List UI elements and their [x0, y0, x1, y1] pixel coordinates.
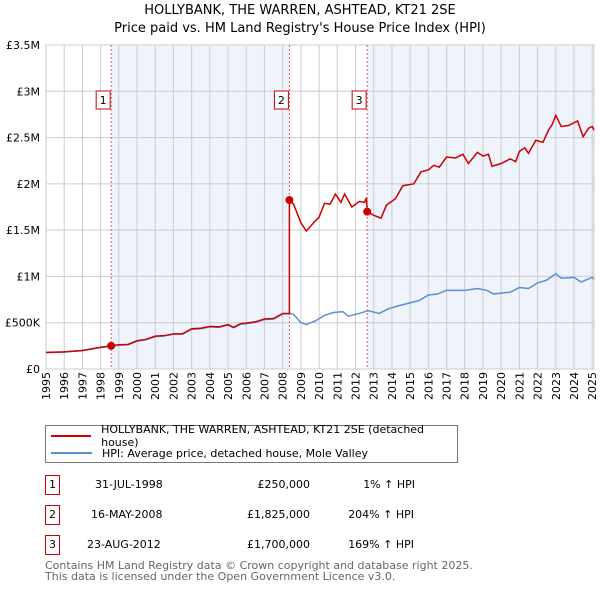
legend-swatch-property: [51, 435, 92, 437]
sale-point: [107, 341, 116, 350]
x-tick-label: 2024: [568, 372, 581, 400]
footer-licence: This data is licensed under the Open Gov…: [45, 570, 396, 583]
x-tick-label: 2002: [167, 372, 180, 400]
sale-price: £250,000: [257, 478, 311, 491]
shaded-range: [367, 45, 594, 369]
chart-title: HOLLYBANK, THE WARREN, ASHTEAD, KT21 2SE: [144, 3, 456, 18]
y-tick-label: £2M: [17, 178, 41, 191]
sale-price: £1,700,000: [247, 538, 310, 551]
sale-date: 31-JUL-1998: [95, 478, 163, 491]
x-tick-label: 2016: [422, 372, 435, 400]
sale-label: 1: [100, 94, 107, 107]
legend-label: HOLLYBANK, THE WARREN, ASHTEAD, KT21 2SE…: [101, 423, 425, 449]
sale-label-box: [351, 90, 367, 110]
sale-label-box: [95, 90, 111, 110]
x-tick-label: 2006: [240, 372, 253, 400]
x-tick-label: 2014: [386, 372, 399, 400]
sale-point: [285, 196, 294, 205]
x-tick-label: 2012: [350, 372, 363, 400]
legend-item-property: HOLLYBANK, THE WARREN, ASHTEAD, KT21 2SE…: [51, 423, 457, 449]
x-tick-label: 2019: [477, 372, 490, 400]
x-tick-label: 2004: [204, 372, 217, 400]
x-tick-label: 2001: [149, 372, 162, 400]
y-tick-label: £3M: [17, 85, 41, 98]
x-tick-label: 1996: [58, 372, 71, 400]
x-tick-label: 2011: [331, 372, 344, 400]
x-tick-label: 2009: [295, 372, 308, 400]
sale-hpi: 169% ↑ HPI: [348, 538, 414, 551]
series-line-property: [45, 113, 595, 354]
sale-price: £1,825,000: [247, 508, 310, 521]
footer: Contains HM Land Registry data © Crown c…: [45, 560, 473, 582]
y-tick-label: £1.5M: [6, 224, 40, 237]
sale-row: 2 16-MAY-2008 £1,825,000 204% ↑ HPI: [45, 505, 465, 525]
x-tick-label: 1995: [40, 372, 53, 400]
x-tick-label: 1998: [95, 372, 108, 400]
y-tick-label: £1M: [17, 270, 41, 283]
x-tick-label: 2000: [131, 372, 144, 400]
x-tick-label: 2020: [495, 372, 508, 400]
sale-point: [363, 207, 372, 216]
x-tick-label: 2010: [313, 372, 326, 400]
x-tick-label: 2008: [277, 372, 290, 400]
sale-date: 23-AUG-2012: [87, 538, 161, 551]
sale-hpi: 204% ↑ HPI: [348, 508, 414, 521]
legend-label: HPI: Average price, detached house, Mole…: [102, 446, 368, 460]
footer-copyright: Contains HM Land Registry data © Crown c…: [45, 559, 473, 572]
x-tick-label: 2015: [404, 372, 417, 400]
sale-number-badge: 1: [45, 475, 60, 495]
sale-date: 16-MAY-2008: [91, 508, 163, 521]
y-tick-label: £2.5M: [6, 132, 40, 145]
sale-number-badge: 3: [45, 535, 60, 555]
plot-frame: [45, 44, 595, 370]
legend-swatch-hpi: [51, 452, 92, 454]
sale-row: 1 31-JUL-1998 £250,000 1% ↑ HPI: [45, 475, 465, 495]
x-tick-label: 2003: [186, 372, 199, 400]
x-tick-label: 2017: [441, 372, 454, 400]
x-tick-label: 2023: [550, 372, 563, 400]
x-tick-label: 2025: [586, 372, 599, 400]
x-tick-label: 1997: [76, 372, 89, 400]
sale-row: 3 23-AUG-2012 £1,700,000 169% ↑ HPI: [45, 535, 465, 555]
legend: HOLLYBANK, THE WARREN, ASHTEAD, KT21 2SE…: [45, 423, 458, 463]
y-tick-label: £500K: [5, 317, 41, 330]
sale-label: 2: [278, 94, 285, 107]
sale-hpi: 1% ↑ HPI: [363, 478, 415, 491]
sale-label-box: [273, 90, 289, 110]
sale-number-badge: 2: [45, 505, 60, 525]
x-tick-label: 2005: [222, 372, 235, 400]
sale-label: 3: [356, 94, 363, 107]
y-tick-label: £3.5M: [6, 39, 40, 52]
chart-subtitle: Price paid vs. HM Land Registry's House …: [114, 21, 486, 36]
y-tick-label: £0: [26, 363, 40, 376]
x-tick-label: 2007: [258, 372, 271, 400]
plot-area: 1995 1996 1997 1998 1999 2000 2001 2002 2003 2004…: [5, 39, 599, 400]
x-tick-label: 2021: [513, 372, 526, 400]
x-tick-label: 1999: [113, 372, 126, 400]
x-tick-label: 2018: [459, 372, 472, 400]
shaded-range: [111, 45, 290, 369]
x-tick-label: 2013: [368, 372, 381, 400]
x-tick-label: 2022: [532, 372, 545, 400]
legend-item-hpi: HPI: Average price, detached house, Mole…: [51, 445, 368, 461]
